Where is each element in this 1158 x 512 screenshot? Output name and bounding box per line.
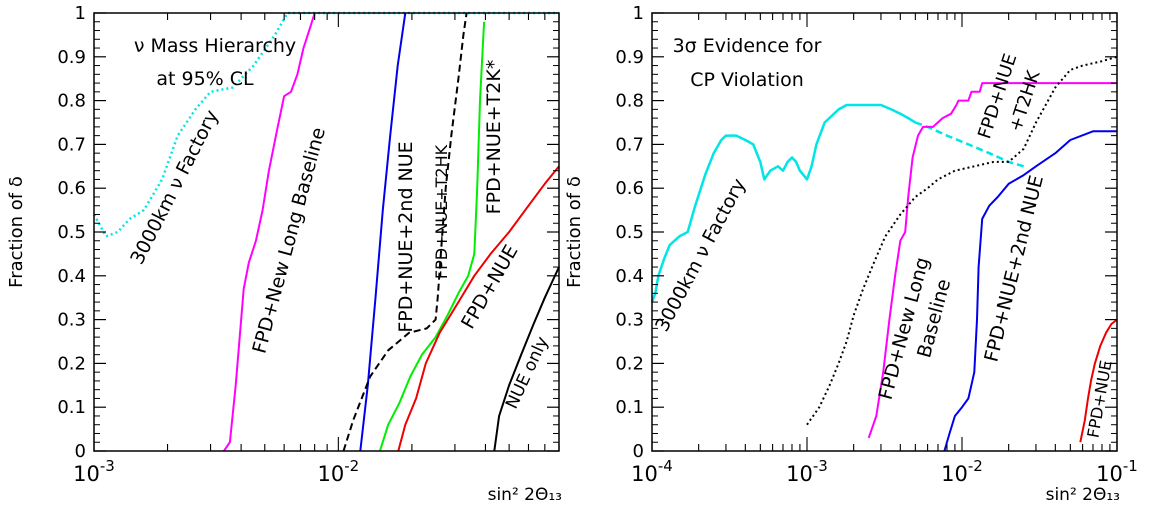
panel-title-line2: at 95% CL bbox=[156, 68, 254, 90]
panel-title-line1: ν Mass Hierarchy bbox=[134, 35, 296, 57]
label-nue-only: NUE only bbox=[502, 334, 553, 412]
panel-title-line1: 3σ Evidence for bbox=[673, 35, 822, 57]
y-tick-label: 0.5 bbox=[57, 222, 86, 243]
series-line-nue2nd bbox=[943, 130, 1117, 452]
x-tick-label: 10-4 bbox=[631, 457, 673, 486]
x-tick-label: 10-1 bbox=[1096, 457, 1138, 486]
x-axis-label: sin² 2Θ₁₃ bbox=[488, 485, 562, 505]
y-tick-label: 0.9 bbox=[615, 47, 644, 68]
y-tick-label: 0 bbox=[633, 441, 644, 462]
y-tick-label: 0.8 bbox=[57, 91, 86, 112]
y-tick-label: 0.6 bbox=[615, 178, 644, 199]
y-tick-label: 0.2 bbox=[57, 353, 86, 374]
label-fpd-new-long-baseline: FPD+New Long Baseline bbox=[248, 125, 330, 356]
y-tick-label: 0.4 bbox=[57, 266, 86, 287]
x-tick-label: 10-3 bbox=[786, 457, 828, 486]
series-line-fpdnue bbox=[397, 165, 560, 452]
y-tick-label: 0 bbox=[75, 441, 86, 462]
y-tick-label: 1 bbox=[75, 3, 86, 24]
y-axis-label: Fraction of δ bbox=[564, 176, 585, 288]
y-tick-label: 0.1 bbox=[615, 397, 644, 418]
x-tick-label: 10-2 bbox=[317, 457, 359, 486]
x-tick-label: 10-3 bbox=[73, 457, 115, 486]
label-fpd-nue-t2k: FPD+NUE+T2K* bbox=[483, 60, 505, 215]
series-line-newlong bbox=[223, 12, 316, 452]
series-line-newlong bbox=[867, 82, 1117, 439]
x-axis-label: sin² 2Θ₁₃ bbox=[1046, 485, 1120, 505]
y-tick-label: 0.8 bbox=[615, 91, 644, 112]
label-3000km-factory: 3000km ν Factory bbox=[126, 107, 223, 268]
series-line-factory bbox=[650, 103, 916, 303]
y-tick-label: 0.5 bbox=[615, 222, 644, 243]
series-line-fpdnue bbox=[1079, 318, 1118, 443]
series-line-t2hk bbox=[806, 55, 1118, 426]
y-tick-label: 0.6 bbox=[57, 178, 86, 199]
series-line-nueonly bbox=[493, 266, 560, 452]
label-fpd-nue-2nd-nue: FPD+NUE+2nd NUE bbox=[980, 173, 1048, 364]
y-tick-label: 0.4 bbox=[615, 266, 644, 287]
series-line-t2hk bbox=[342, 12, 468, 452]
label-fpd-nue-t2hk: FPD+NUE+T2HK bbox=[432, 144, 451, 279]
panel-title-line2: CP Violation bbox=[690, 69, 804, 91]
y-tick-label: 0.7 bbox=[615, 134, 644, 155]
series-line-factory bbox=[92, 11, 559, 238]
y-tick-label: 0.1 bbox=[57, 397, 86, 418]
x-tick-label: 10-2 bbox=[941, 457, 983, 486]
y-tick-label: 0.3 bbox=[615, 310, 644, 331]
y-tick-label: 0.2 bbox=[615, 353, 644, 374]
y-tick-label: 1 bbox=[633, 3, 644, 24]
y-tick-label: 0.7 bbox=[57, 134, 86, 155]
y-axis-label: Fraction of δ bbox=[6, 176, 27, 288]
label-fpd-nue-2nd-nue: FPD+NUE+2nd NUE bbox=[395, 141, 417, 332]
chart-mass-hierarchy: 0 0.1 0.2 0.3 0.4 0.5 0.6 0.7 0.8 0.9 1 10-3 10-2 Fr… bbox=[6, 3, 562, 505]
series-line-t2k bbox=[378, 21, 486, 452]
y-tick-label: 0.3 bbox=[57, 310, 86, 331]
chart-cp-violation: 0 0.1 0.2 0.3 0.4 0.5 0.6 0.7 0.8 0.9 1 10-4 10-3 10-… bbox=[564, 3, 1138, 505]
y-tick-label: 0.9 bbox=[57, 47, 86, 68]
